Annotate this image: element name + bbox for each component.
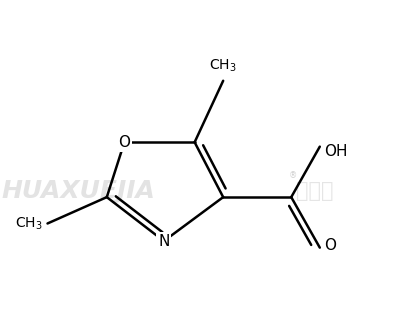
Text: CH$_3$: CH$_3$: [209, 58, 237, 74]
Text: 化学加: 化学加: [296, 180, 333, 201]
Text: N: N: [158, 234, 170, 249]
Text: HUAXUEJIA: HUAXUEJIA: [1, 179, 155, 202]
Text: CH$_3$: CH$_3$: [16, 215, 43, 232]
Text: OH: OH: [324, 144, 348, 158]
Text: ®: ®: [289, 171, 297, 180]
Text: O: O: [324, 238, 336, 253]
Text: O: O: [118, 135, 130, 150]
